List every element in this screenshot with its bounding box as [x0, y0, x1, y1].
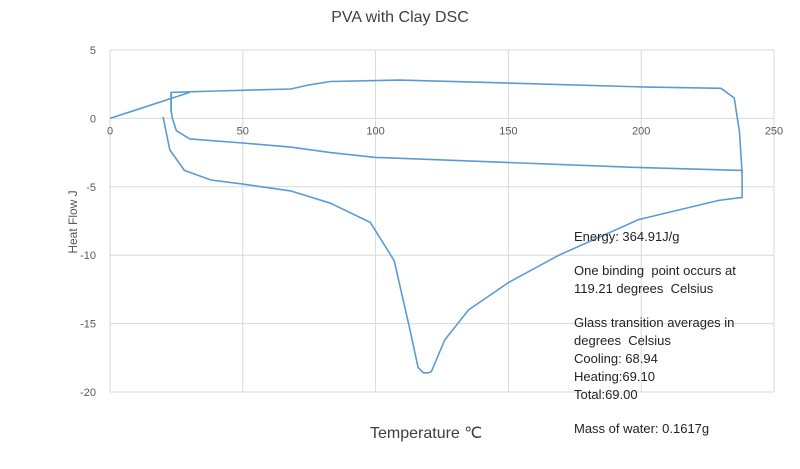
x-tick-label: 0 [107, 125, 113, 137]
annotation-glass-transition: Glass transition averages in degrees Cel… [574, 315, 735, 402]
x-tick-label: 200 [632, 125, 650, 137]
y-tick-label: 0 [90, 113, 96, 125]
y-tick-label: -5 [86, 182, 96, 194]
series-line-3 [170, 92, 743, 172]
annotation-binding-point: One binding point occurs at 119.21 degre… [574, 263, 736, 296]
y-tick-label: -10 [80, 250, 96, 262]
chart-title: PVA with Clay DSC [331, 9, 469, 26]
x-tick-label: 150 [499, 125, 517, 137]
x-axis-label: Temperature ℃ [370, 425, 483, 442]
y-tick-label: -15 [80, 319, 96, 331]
y-tick-label: -20 [80, 387, 96, 399]
x-tick-label: 50 [237, 125, 249, 137]
series-line-1 [109, 91, 190, 120]
series-line-2 [170, 79, 743, 174]
y-tick-label: 5 [90, 45, 96, 57]
annotation-mass-water: Mass of water: 0.1617g [574, 421, 710, 436]
series-line-4 [162, 116, 743, 374]
annotation-energy: Energy: 364.91J/g [574, 229, 680, 244]
x-tick-label: 250 [765, 125, 783, 137]
x-tick-label: 100 [366, 125, 384, 137]
